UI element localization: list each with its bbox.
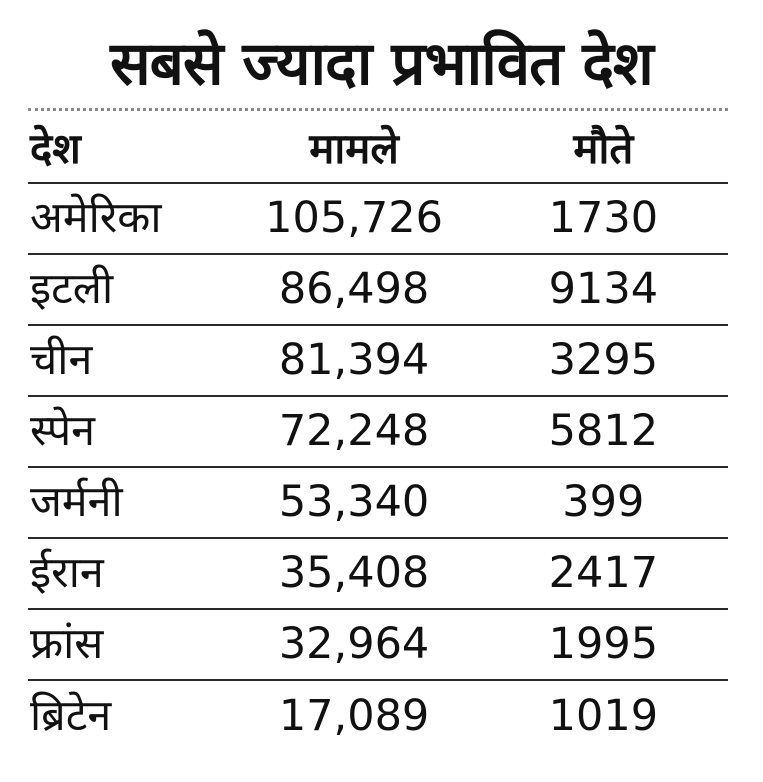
country-cell: फ्रांस [30, 619, 104, 669]
deaths-cell: 1019 [548, 691, 659, 741]
table-row: ब्रिटेन 17,089 1019 [28, 681, 728, 752]
page-title: सबसे ज्यादा प्रभावित देश [110, 29, 654, 99]
cases-cell: 81,394 [278, 335, 430, 385]
table-header-row: देश मामले मौते [28, 115, 728, 184]
deaths-cell: 399 [562, 477, 645, 527]
cases-cell: 17,089 [278, 691, 430, 741]
country-cell: ईरान [30, 548, 104, 598]
cases-cell: 86,498 [278, 264, 430, 314]
table-row: अमेरिका 105,726 1730 [28, 184, 728, 255]
cases-cell: 35,408 [278, 548, 430, 598]
country-cell: इटली [30, 264, 114, 314]
table-row: जर्मनी 53,340 399 [28, 468, 728, 539]
table-row: इटली 86,498 9134 [28, 255, 728, 326]
header-cases: मामले [309, 123, 399, 173]
table-row: ईरान 35,408 2417 [28, 539, 728, 610]
deaths-cell: 2417 [548, 548, 659, 598]
deaths-cell: 3295 [548, 335, 659, 385]
deaths-cell: 5812 [548, 406, 659, 456]
cases-cell: 32,964 [278, 619, 430, 669]
cases-cell: 72,248 [278, 406, 430, 456]
deaths-cell: 9134 [548, 264, 659, 314]
country-cell: जर्मनी [30, 477, 123, 527]
table-row: स्पेन 72,248 5812 [28, 397, 728, 468]
deaths-cell: 1730 [548, 193, 659, 243]
country-cell: स्पेन [30, 406, 96, 456]
table-row: चीन 81,394 3295 [28, 326, 728, 397]
header-country: देश [30, 123, 81, 173]
table-row: फ्रांस 32,964 1995 [28, 610, 728, 681]
header-deaths: मौते [573, 123, 634, 173]
cases-cell: 105,726 [265, 193, 443, 243]
country-cell: ब्रिटेन [30, 691, 112, 741]
country-table: देश मामले मौते अमेरिका 105,726 1730 इटली… [28, 115, 728, 752]
country-cell: चीन [30, 335, 93, 385]
cases-cell: 53,340 [278, 477, 430, 527]
deaths-cell: 1995 [548, 619, 659, 669]
country-cell: अमेरिका [30, 193, 162, 243]
title-divider [28, 108, 728, 111]
